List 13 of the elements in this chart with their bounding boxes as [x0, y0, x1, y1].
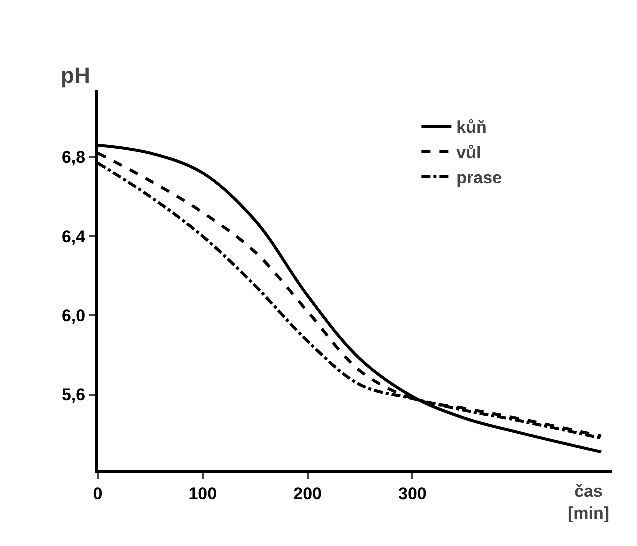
x-tick-label: 0 [93, 484, 103, 504]
x-axis-title: čas [min] [568, 482, 610, 524]
y-axis-title: pH [61, 63, 90, 88]
y-tick-label: 6,0 [62, 306, 86, 326]
y-tick-label: 5,6 [62, 386, 86, 405]
y-tick-label: 6,8 [62, 148, 86, 168]
x-tick-label: 200 [294, 484, 322, 504]
legend-label: vůl [456, 143, 482, 162]
x-tick-label: 100 [188, 484, 218, 504]
legend-label: kůň [456, 118, 487, 138]
y-tick-label: 6,4 [62, 227, 86, 246]
legend-label: prase [456, 168, 502, 188]
x-tick-label: 300 [398, 484, 427, 504]
